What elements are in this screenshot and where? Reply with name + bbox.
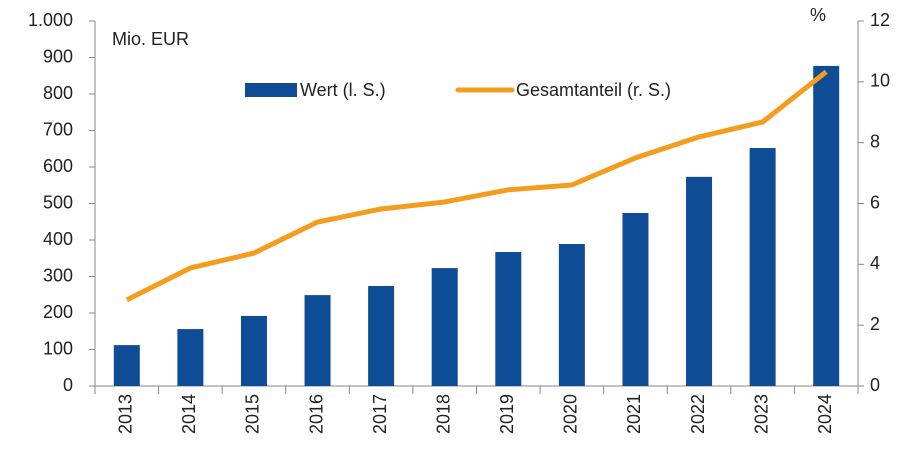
y-tick-label: 900 <box>43 46 73 66</box>
y2-tick-label: 2 <box>870 314 880 334</box>
y-tick-label: 700 <box>43 119 73 139</box>
bar <box>622 212 649 386</box>
x-tick-label: 2020 <box>561 394 581 434</box>
left-axis-label: Mio. EUR <box>112 29 189 49</box>
y2-tick-label: 6 <box>870 192 880 212</box>
y-tick-label: 100 <box>43 338 73 358</box>
bar <box>686 176 713 386</box>
y2-tick-label: 12 <box>870 10 890 30</box>
y2-tick-label: 8 <box>870 131 880 151</box>
y-tick-label: 600 <box>43 156 73 176</box>
x-tick-label: 2016 <box>306 394 326 434</box>
bar <box>558 244 585 386</box>
bar <box>431 268 458 386</box>
bar <box>813 65 840 387</box>
x-tick-label: 2023 <box>751 394 771 434</box>
x-tick-label: 2013 <box>116 394 136 434</box>
right-axis-label: % <box>810 5 826 25</box>
legend-label: Wert (l. S.) <box>300 80 386 100</box>
x-tick-label: 2021 <box>624 394 644 434</box>
bar <box>495 252 522 386</box>
bar <box>749 148 776 386</box>
bar <box>113 345 140 386</box>
y-tick-label: 400 <box>43 229 73 249</box>
y2-tick-label: 10 <box>870 71 890 91</box>
x-tick-label: 2015 <box>243 394 263 434</box>
bar <box>368 285 395 386</box>
y-tick-label: 800 <box>43 83 73 103</box>
x-tick-label: 2024 <box>815 394 835 434</box>
y-tick-label: 200 <box>43 302 73 322</box>
y2-tick-label: 0 <box>870 375 880 395</box>
y2-tick-label: 4 <box>870 253 880 273</box>
x-tick-label: 2019 <box>497 394 517 434</box>
y-tick-label: 0 <box>63 375 73 395</box>
x-tick-label: 2022 <box>688 394 708 434</box>
bar <box>240 315 267 386</box>
x-tick-label: 2018 <box>433 394 453 434</box>
y-tick-label: 300 <box>43 265 73 285</box>
legend-label: Gesamtanteil (r. S.) <box>516 80 671 100</box>
bar <box>177 329 204 386</box>
bar <box>304 295 331 386</box>
y-tick-label: 500 <box>43 192 73 212</box>
y-tick-label: 1.000 <box>28 10 73 30</box>
x-tick-label: 2017 <box>370 394 390 434</box>
legend-swatch <box>245 83 297 97</box>
line <box>125 69 828 303</box>
x-tick-label: 2014 <box>179 394 199 434</box>
